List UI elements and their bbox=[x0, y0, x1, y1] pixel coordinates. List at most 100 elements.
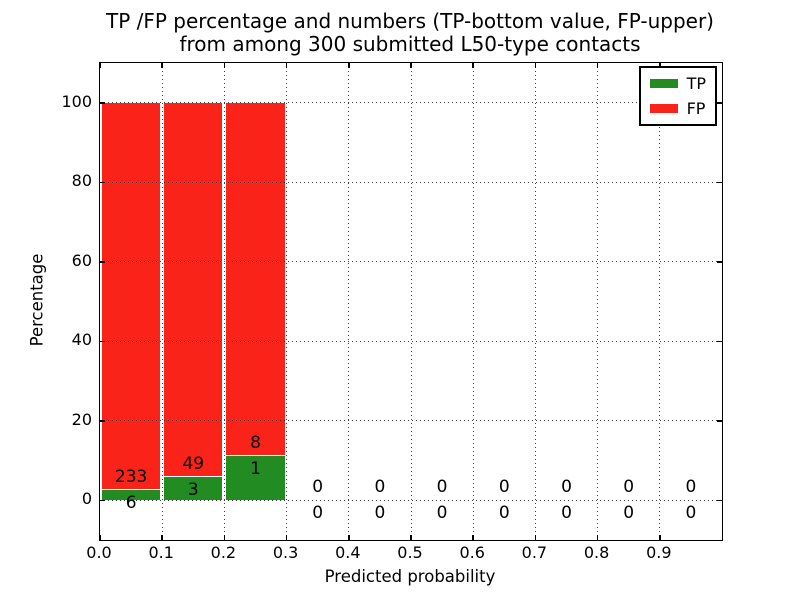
grid-layer bbox=[100, 63, 722, 540]
y-tick bbox=[717, 261, 722, 263]
tp-count-label: 0 bbox=[374, 503, 386, 524]
x-tick bbox=[161, 63, 163, 68]
x-tick bbox=[410, 63, 412, 68]
tp-count-label: 1 bbox=[250, 459, 261, 480]
x-tick bbox=[472, 63, 474, 68]
x-tick bbox=[410, 535, 412, 540]
tp-count-label: 0 bbox=[623, 503, 635, 524]
x-axis-label: Predicted probability bbox=[324, 567, 496, 586]
y-tick-label: 40 bbox=[71, 330, 92, 350]
bar-tp-segment bbox=[102, 490, 161, 501]
x-tick bbox=[223, 63, 226, 68]
tp-count-label: 0 bbox=[312, 503, 324, 524]
legend-swatch-fp bbox=[649, 104, 678, 113]
legend: TP FP bbox=[638, 66, 717, 126]
tp-count-label: 3 bbox=[187, 480, 199, 501]
y-tick-label: 0 bbox=[81, 489, 92, 509]
y-tick bbox=[100, 420, 105, 422]
x-tick bbox=[596, 535, 599, 540]
tp-count-label: 0 bbox=[498, 503, 510, 524]
chart-title-line2: from among 300 submitted L50-type contac… bbox=[179, 32, 641, 56]
x-tick-label: 0.8 bbox=[583, 543, 610, 562]
fp-count-label: 0 bbox=[312, 477, 324, 498]
y-tick bbox=[100, 102, 105, 104]
y-tick bbox=[100, 261, 105, 263]
x-gridline bbox=[348, 63, 350, 540]
bar-fp-segment bbox=[102, 102, 161, 491]
legend-label-fp: FP bbox=[686, 99, 706, 118]
fp-count-label: 8 bbox=[250, 433, 261, 454]
bar-tp-segment bbox=[164, 477, 223, 501]
x-tick-label: 0.1 bbox=[148, 543, 174, 562]
y-tick bbox=[100, 181, 105, 183]
x-tick-label: 0.6 bbox=[459, 543, 485, 562]
tp-count-label: 0 bbox=[436, 503, 448, 524]
tp-count-label: 0 bbox=[685, 503, 697, 524]
tick-layer bbox=[99, 63, 722, 540]
x-tick bbox=[285, 63, 288, 68]
x-tick-label: 0.3 bbox=[272, 543, 299, 562]
fp-count-label: 0 bbox=[685, 477, 697, 498]
bar-tp-segment bbox=[226, 456, 285, 501]
bar-fp-segment bbox=[164, 102, 223, 478]
x-tick bbox=[659, 535, 661, 540]
x-gridline bbox=[161, 63, 163, 540]
x-tick bbox=[348, 63, 350, 68]
y-tick bbox=[717, 499, 722, 501]
y-tick-label: 20 bbox=[71, 409, 92, 429]
chart-title-line1: TP /FP percentage and numbers (TP-bottom… bbox=[106, 9, 714, 33]
x-gridline bbox=[534, 63, 536, 540]
x-tick bbox=[99, 63, 101, 68]
tp-count-label: 6 bbox=[125, 493, 137, 514]
x-tick-label: 0.0 bbox=[86, 543, 112, 562]
x-gridline bbox=[410, 63, 412, 540]
y-tick bbox=[717, 181, 722, 183]
tp-count-label: 0 bbox=[561, 503, 572, 524]
bar-fp-segment bbox=[226, 102, 285, 457]
fp-count-label: 0 bbox=[498, 477, 510, 498]
y-tick bbox=[717, 420, 722, 422]
x-tick bbox=[659, 63, 661, 68]
plot-area: 233 6 49 3 8 1 0 0 0 0 0 0 0 0 0 0 0 0 0 0 TP FP bbox=[99, 62, 723, 541]
x-tick bbox=[534, 63, 537, 68]
legend-label-tp: TP bbox=[686, 74, 706, 93]
x-tick bbox=[348, 535, 350, 540]
x-tick-label: 0.2 bbox=[210, 543, 237, 562]
x-gridline bbox=[223, 63, 225, 540]
fp-count-label: 0 bbox=[623, 477, 635, 498]
fp-count-label: 0 bbox=[436, 477, 448, 498]
y-tick-label: 60 bbox=[71, 250, 92, 270]
x-gridline bbox=[597, 63, 599, 540]
x-gridline bbox=[472, 63, 474, 540]
x-gridline bbox=[659, 63, 661, 540]
x-tick bbox=[596, 63, 599, 68]
x-tick-label: 0.5 bbox=[397, 543, 423, 562]
chart-title: TP /FP percentage and numbers (TP-bottom… bbox=[99, 10, 721, 56]
y-tick bbox=[717, 340, 722, 342]
fp-count-label: 0 bbox=[374, 477, 386, 498]
x-tick bbox=[161, 535, 163, 540]
x-tick bbox=[99, 535, 101, 540]
y-tick bbox=[100, 499, 105, 501]
y-tick bbox=[100, 340, 105, 342]
x-tick bbox=[534, 535, 537, 540]
x-tick bbox=[223, 535, 226, 540]
fp-count-label: 49 bbox=[182, 454, 205, 475]
fp-count-label: 0 bbox=[561, 477, 572, 498]
x-tick bbox=[285, 535, 288, 540]
x-gridline bbox=[286, 63, 288, 540]
x-tick-label: 0.9 bbox=[646, 543, 672, 562]
fp-count-label: 233 bbox=[114, 467, 148, 488]
x-tick bbox=[472, 535, 474, 540]
bars-layer bbox=[100, 63, 722, 540]
y-tick bbox=[717, 102, 722, 104]
y-tick-label: 80 bbox=[71, 171, 92, 191]
y-tick-label: 100 bbox=[61, 91, 92, 111]
x-tick-label: 0.4 bbox=[335, 543, 361, 562]
legend-entry-fp: FP bbox=[649, 99, 706, 118]
annotation-layer: 233 6 49 3 8 1 0 0 0 0 0 0 0 0 0 0 0 0 0 0 bbox=[100, 63, 722, 540]
legend-swatch-tp bbox=[649, 79, 678, 88]
legend-entry-tp: TP bbox=[649, 74, 706, 93]
x-tick-label: 0.7 bbox=[521, 543, 548, 562]
